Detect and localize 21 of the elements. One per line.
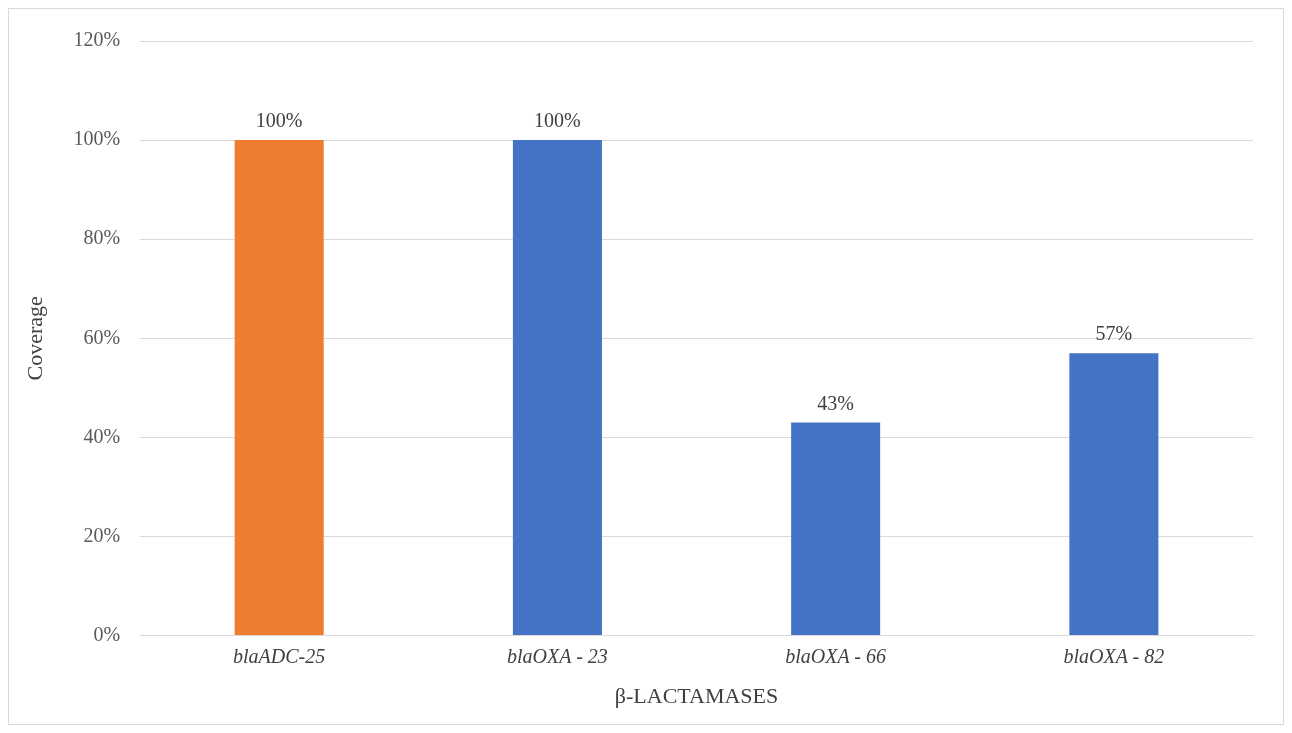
x-axis-title: β-LACTAMASES (614, 682, 779, 708)
y-tick-label: 0% (93, 622, 121, 645)
y-tick-label: 60% (83, 325, 121, 348)
x-tick-label: blaOXA - 66 (785, 644, 887, 667)
x-tick-label: blaOXA - 23 (507, 644, 608, 667)
bar (234, 140, 324, 636)
bar (791, 422, 881, 636)
y-tick-label: 40% (83, 424, 121, 447)
x-tick-label: blaADC-25 (233, 644, 326, 667)
y-tick-label: 120% (73, 28, 121, 51)
data-label: 100% (255, 109, 303, 132)
data-label: 100% (534, 109, 581, 132)
bar (512, 140, 602, 636)
y-tick-label: 100% (73, 127, 121, 150)
data-label: 43% (817, 391, 854, 414)
bar (1069, 353, 1159, 636)
y-tick-label: 80% (83, 226, 121, 249)
y-tick-label: 20% (83, 523, 121, 546)
x-tick-label: blaOXA - 82 (1063, 644, 1165, 667)
data-label: 57% (1095, 322, 1133, 345)
y-axis-title: Coverage (21, 296, 47, 381)
